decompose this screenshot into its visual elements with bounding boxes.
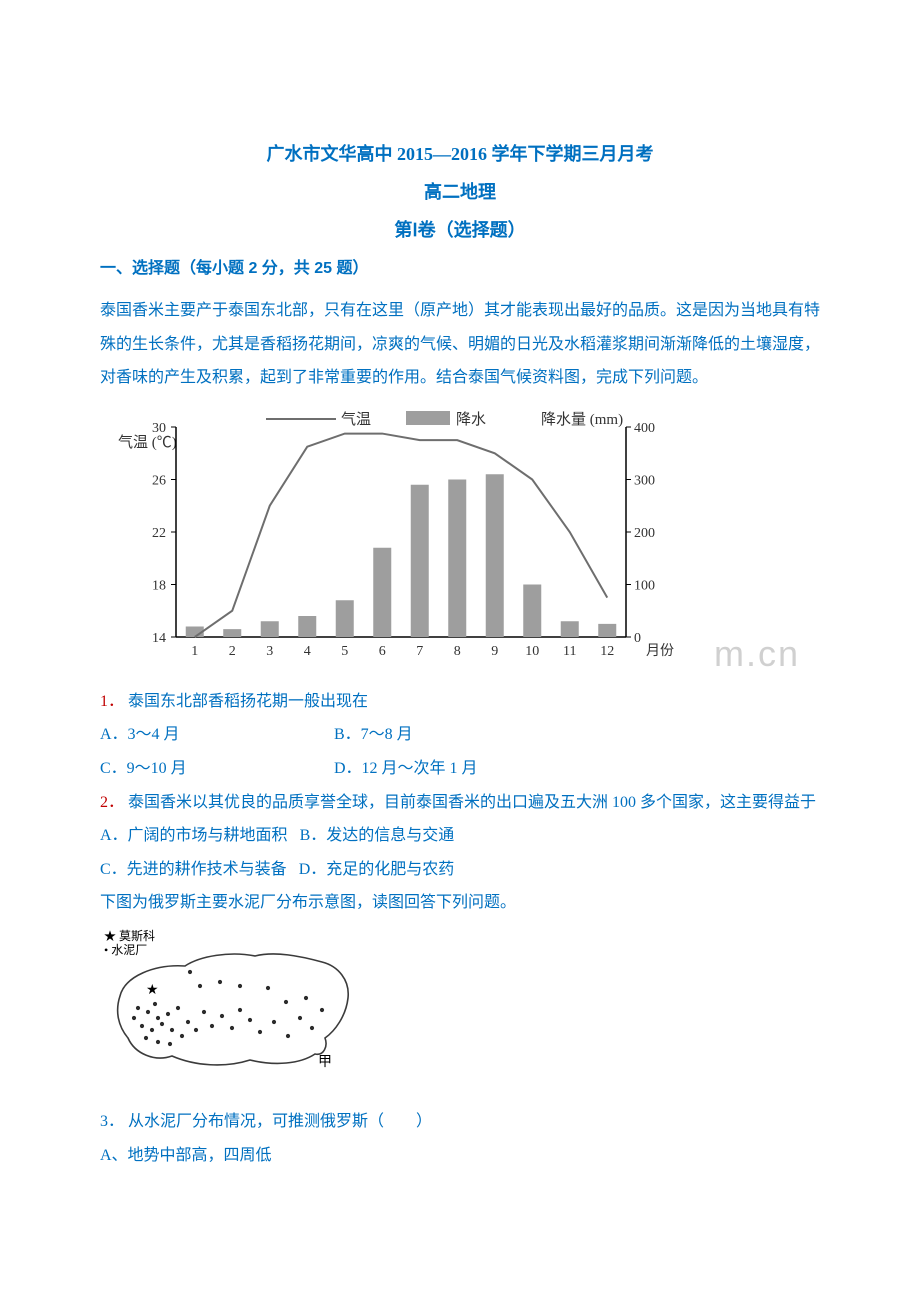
svg-text:• 水泥厂: • 水泥厂 xyxy=(104,943,147,957)
russia-map-svg: ★ 莫斯科• 水泥厂 ★ 甲 xyxy=(100,926,360,1086)
section-header: 一、选择题（每小题 2 分，共 25 题） xyxy=(100,254,820,278)
svg-text:7: 7 xyxy=(416,644,423,659)
svg-text:300: 300 xyxy=(634,473,655,488)
q1-opt-d: D．12 月～次年 1 月 xyxy=(334,760,478,777)
svg-text:10: 10 xyxy=(525,644,539,659)
q2-opt-b: B．发达的信息与交通 xyxy=(300,827,455,844)
svg-text:★: ★ xyxy=(146,983,159,998)
q2-opts-row2: C．先进的耕作技术与装备 D．充足的化肥与农药 xyxy=(100,853,820,887)
q1-opt-b: B．7～8 月 xyxy=(334,726,413,743)
svg-text:18: 18 xyxy=(152,578,166,593)
title-line-1: 广水市文华高中 2015—2016 学年下学期三月月考 xyxy=(100,140,820,166)
svg-text:★ 莫斯科: ★ 莫斯科 xyxy=(104,929,155,943)
svg-text:2: 2 xyxy=(229,644,236,659)
q1-opt-c: C．9～10 月 xyxy=(100,752,330,786)
svg-text:6: 6 xyxy=(379,644,386,659)
q2-opt-c: C．先进的耕作技术与装备 xyxy=(100,861,287,878)
svg-text:气温: 气温 xyxy=(341,411,371,428)
svg-text:4: 4 xyxy=(304,644,311,659)
q1-opts-row1: A．3～4 月 B．7～8 月 xyxy=(100,718,820,752)
passage-2: 下图为俄罗斯主要水泥厂分布示意图，读图回答下列问题。 xyxy=(100,886,820,920)
watermark-text: m.cn xyxy=(714,633,800,675)
svg-text:14: 14 xyxy=(152,631,166,646)
q1-opts-row2: C．9～10 月 D．12 月～次年 1 月 xyxy=(100,752,820,786)
q2-opts-row1: A．广阔的市场与耕地面积 B．发达的信息与交通 xyxy=(100,819,820,853)
svg-text:22: 22 xyxy=(152,526,166,541)
svg-text:3: 3 xyxy=(266,644,273,659)
q2-stem: 泰国香米以其优良的品质享誉全球，目前泰国香米的出口遍及五大洲 100 多个国家，… xyxy=(128,794,816,811)
title-line-3: 第Ⅰ卷（选择题） xyxy=(100,216,820,242)
climate-chart: 气温降水降水量 (mm)气温 (℃)1418222630010020030040… xyxy=(106,407,820,671)
q3-num: 3． xyxy=(100,1113,124,1130)
svg-text:降水: 降水 xyxy=(456,411,486,428)
climate-chart-svg: 气温降水降水量 (mm)气温 (℃)1418222630010020030040… xyxy=(106,407,706,671)
svg-text:400: 400 xyxy=(634,421,655,436)
svg-text:200: 200 xyxy=(634,526,655,541)
svg-text:100: 100 xyxy=(634,578,655,593)
svg-text:1: 1 xyxy=(191,644,198,659)
title-line-2: 高二地理 xyxy=(100,178,820,204)
svg-text:11: 11 xyxy=(563,644,576,659)
svg-text:12: 12 xyxy=(600,644,614,659)
q2-opt-d: D．充足的化肥与农药 xyxy=(299,861,455,878)
russia-map: ★ 莫斯科• 水泥厂 ★ 甲 xyxy=(100,926,820,1091)
svg-text:0: 0 xyxy=(634,631,641,646)
svg-text:9: 9 xyxy=(491,644,498,659)
question-2: 2． 泰国香米以其优良的品质享誉全球，目前泰国香米的出口遍及五大洲 100 多个… xyxy=(100,786,820,820)
svg-text:甲: 甲 xyxy=(318,1055,332,1070)
passage-1: 泰国香米主要产于泰国东北部，只有在这里（原产地）其才能表现出最好的品质。这是因为… xyxy=(100,294,820,395)
q1-num: 1． xyxy=(100,693,124,710)
svg-text:30: 30 xyxy=(152,421,166,436)
svg-text:5: 5 xyxy=(341,644,348,659)
q2-num: 2． xyxy=(100,794,124,811)
q3-opt-a: A、地势中部高，四周低 xyxy=(100,1139,820,1173)
q3-stem: 从水泥厂分布情况，可推测俄罗斯（ ） xyxy=(128,1113,432,1130)
svg-text:气温 (℃): 气温 (℃) xyxy=(118,434,177,451)
svg-text:26: 26 xyxy=(152,473,166,488)
q1-stem: 泰国东北部香稻扬花期一般出现在 xyxy=(128,693,368,710)
question-1: 1． 泰国东北部香稻扬花期一般出现在 xyxy=(100,685,820,719)
q2-opt-a: A．广阔的市场与耕地面积 xyxy=(100,827,288,844)
svg-text:8: 8 xyxy=(454,644,461,659)
svg-text:降水量 (mm): 降水量 (mm) xyxy=(541,411,623,428)
question-3: 3． 从水泥厂分布情况，可推测俄罗斯（ ） xyxy=(100,1105,820,1139)
q1-opt-a: A．3～4 月 xyxy=(100,718,330,752)
svg-text:月份: 月份 xyxy=(646,643,674,659)
